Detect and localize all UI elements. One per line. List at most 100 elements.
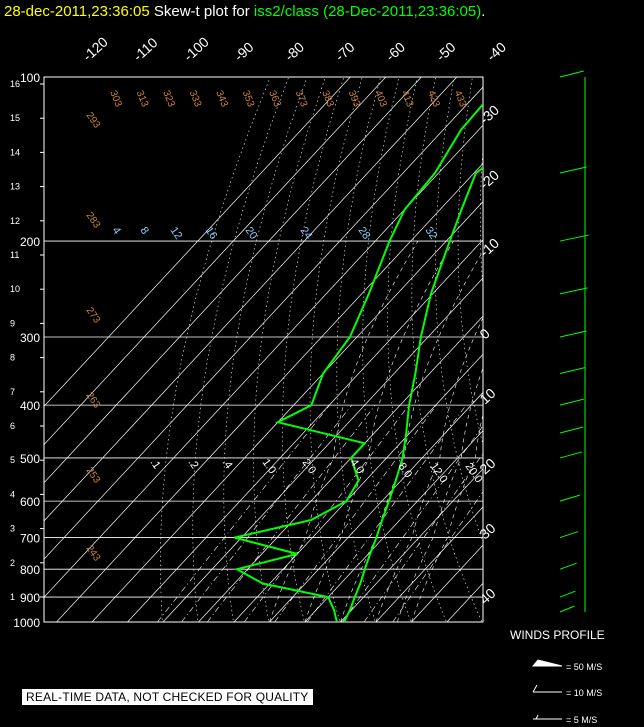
mixing-ratio-label: 16 — [203, 225, 220, 242]
dry-adiabat — [411, 77, 483, 622]
dry-adiabat — [502, 77, 632, 634]
height-km-label: 9 — [10, 318, 15, 328]
isotherm-line — [127, 239, 483, 622]
pressure-tick-label: 500 — [20, 452, 40, 466]
dry-adiabat-label: 353 — [240, 89, 257, 109]
dry-adiabat-label: 243 — [84, 543, 103, 563]
isotherm-line — [198, 315, 483, 622]
qc-warning-banner: REAL-TIME DATA, NOT CHECKED FOR QUALITY — [22, 689, 313, 705]
isotherm-line — [44, 77, 458, 522]
wind-barb — [559, 531, 579, 539]
wind-barb — [559, 70, 584, 78]
dry-adiabat — [638, 77, 644, 634]
mixing-ratio-label: 24 — [298, 225, 315, 242]
dry-adiabat-label: 303 — [107, 89, 124, 109]
top-isotherm-label: -100 — [180, 33, 212, 64]
mixing-ratio-label: 2.0 — [300, 457, 319, 476]
height-km-label: 11 — [10, 250, 19, 260]
pressure-tick-label: 200 — [20, 235, 40, 249]
dry-adiabat — [253, 77, 326, 622]
height-km-label: 14 — [10, 147, 20, 157]
height-km-label: 1 — [10, 592, 15, 602]
height-km-label: 13 — [10, 182, 20, 192]
wind-barb — [559, 330, 587, 338]
winds-profile-title: WINDS PROFILE — [510, 628, 605, 642]
dry-adiabat-label: 343 — [213, 89, 230, 109]
height-km-label: 2 — [10, 558, 15, 568]
right-isotherm-label: 40 — [476, 585, 498, 607]
dry-adiabat — [582, 77, 644, 634]
top-isotherm-label: -70 — [332, 39, 358, 65]
dry-adiabat — [434, 77, 483, 544]
top-isotherm-label: -90 — [231, 39, 257, 65]
top-isotherm-label: -80 — [281, 39, 307, 65]
dry-adiabat — [387, 77, 447, 622]
wind-legend-5: = 5 M/S — [566, 715, 598, 725]
mixing-ratio-label: .1 — [148, 457, 163, 471]
isotherm-line — [482, 620, 483, 622]
top-isotherm-label: -40 — [483, 39, 509, 65]
mixing-ratio-label: 8 — [138, 225, 151, 237]
isotherm-line — [375, 506, 483, 622]
right-isotherm-label: -30 — [476, 102, 502, 128]
mixing-ratio-line — [243, 404, 410, 622]
wind-barb — [559, 287, 588, 295]
height-km-label: 4 — [10, 489, 15, 499]
axis-labels: 1002003004005006007008009001000123456789… — [10, 33, 509, 630]
wind-barb — [559, 451, 583, 459]
moist-adiabat — [304, 240, 454, 622]
top-isotherm-label: -110 — [130, 34, 161, 64]
pressure-tick-label: 1000 — [13, 616, 40, 630]
height-km-label: 8 — [10, 353, 15, 363]
pressure-tick-label: 600 — [20, 495, 40, 509]
mixing-ratio-label: 12 — [168, 225, 185, 242]
dry-adiabat — [223, 77, 308, 622]
trace-group — [234, 102, 483, 622]
wind-legend-10: = 10 M/S — [566, 688, 603, 698]
dry-adiabat — [479, 145, 483, 293]
mixing-ratio-label: 28 — [356, 225, 373, 242]
dry-adiabat-label: 293 — [84, 110, 103, 130]
height-km-label: 16 — [10, 79, 20, 89]
dry-adiabat-label: 313 — [134, 89, 151, 109]
winds-profile — [531, 70, 589, 720]
wind-barb — [559, 562, 577, 570]
moist-adiabat — [411, 413, 483, 622]
mixing-ratio-label: .4 — [220, 457, 235, 471]
sounding-timestamp: 28-dec-2011,23:36:05 — [4, 3, 150, 20]
dry-adiabat-label: 413 — [399, 89, 416, 109]
dry-adiabat — [523, 77, 644, 634]
dry-adiabat-label: 393 — [346, 89, 363, 109]
wind-barb — [559, 426, 584, 434]
height-km-label: 10 — [10, 284, 20, 294]
height-km-label: 15 — [10, 113, 20, 123]
mixing-ratio-line — [392, 491, 483, 622]
moist-adiabat — [397, 367, 483, 622]
wind-barb — [559, 398, 584, 406]
dry-adiabat-label: 323 — [160, 89, 177, 109]
mixing-ratio-line — [363, 453, 483, 622]
mixing-ratio-label: 1.0 — [260, 457, 279, 476]
moist-adiabat — [269, 240, 419, 622]
mixing-ratio-line — [181, 404, 352, 622]
top-isotherm-label: -50 — [433, 39, 459, 65]
clipped-grid — [44, 77, 644, 634]
isotherm-line — [162, 277, 483, 622]
height-km-label: 12 — [10, 216, 20, 226]
pressure-tick-label: 900 — [20, 591, 40, 605]
dry-adiabat — [457, 77, 483, 446]
mixing-ratio-line — [274, 404, 437, 622]
isotherm-line — [44, 124, 483, 598]
wind-barb — [559, 605, 575, 613]
mixing-ratio-line — [306, 404, 467, 622]
wind-legend-10-glyph — [532, 684, 562, 693]
isotherm-line — [44, 77, 422, 484]
isotherm-line — [56, 162, 483, 622]
isotherm-line — [44, 77, 387, 446]
dry-adiabat-label: 263 — [84, 390, 103, 410]
right-isotherm-label: 10 — [476, 385, 498, 407]
wind-legend-5-glyph — [533, 714, 562, 720]
wind-barb — [559, 367, 586, 375]
dry-adiabat — [619, 77, 644, 634]
